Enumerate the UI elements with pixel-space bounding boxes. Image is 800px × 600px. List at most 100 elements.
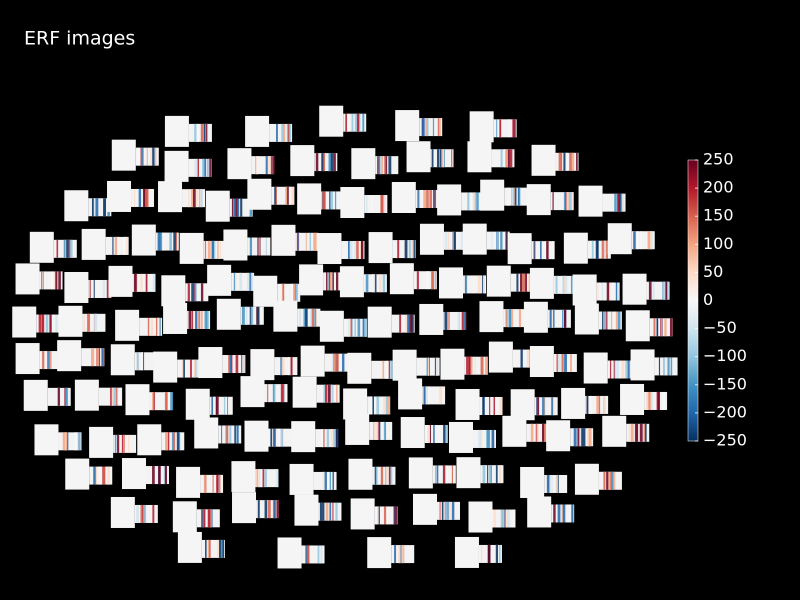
image-stripe — [357, 318, 361, 337]
sensor-tile — [291, 421, 339, 453]
image-stripe — [231, 355, 233, 374]
image-stripe — [445, 231, 448, 250]
image-stripe — [501, 509, 505, 528]
sensor-box — [164, 150, 189, 182]
image-stripe — [433, 271, 435, 290]
image-stripe — [91, 198, 94, 217]
image-stripe — [233, 198, 237, 217]
image-stripe — [542, 397, 545, 416]
image-stripe — [323, 429, 325, 448]
image-stripe — [425, 118, 428, 137]
image-stripe — [245, 306, 248, 325]
sensor-tile — [81, 228, 129, 260]
sensor-tile — [413, 493, 461, 525]
sensor-box — [400, 417, 425, 449]
image-stripe — [426, 189, 429, 208]
sensor-tile — [115, 309, 163, 341]
sensor-box — [223, 229, 248, 261]
sensor-tile — [198, 347, 246, 379]
sensor-tile — [223, 229, 271, 261]
image-stripe — [203, 123, 206, 142]
sensor-box — [479, 301, 504, 333]
image-stripe — [272, 156, 275, 175]
sensor-tile — [529, 267, 577, 299]
image-stripe — [114, 236, 118, 255]
image-stripe — [563, 192, 567, 211]
image-stripe — [212, 474, 214, 493]
image-stripe — [480, 356, 484, 375]
image-stripe — [136, 504, 138, 523]
image-stripe — [249, 272, 253, 291]
image-stripe — [164, 392, 168, 411]
sensor-tile — [607, 223, 655, 255]
sensor-box — [529, 346, 554, 378]
image-stripe — [221, 425, 223, 444]
sensor-tile — [480, 179, 528, 211]
sensor-tile — [176, 466, 224, 498]
image-stripe — [291, 283, 294, 302]
image-stripe — [385, 360, 389, 379]
image-stripe — [332, 471, 334, 490]
sensor-box — [395, 110, 420, 142]
image-stripe — [546, 241, 549, 260]
sensor-tile — [406, 141, 454, 173]
image-stripe — [383, 506, 387, 525]
image-stripe — [617, 282, 619, 301]
sensor-tile — [583, 352, 631, 384]
sensor-box — [244, 420, 269, 452]
sensor-box — [622, 273, 647, 305]
sensor-box — [12, 306, 37, 338]
image-stripe — [203, 158, 207, 177]
sensor-box — [502, 415, 527, 447]
image-stripe — [435, 465, 438, 484]
sensor-box — [216, 298, 241, 330]
image-stripe — [188, 283, 192, 302]
image-stripe — [562, 309, 564, 328]
image-stripe — [112, 236, 114, 255]
image-stripe — [563, 275, 566, 294]
colorbar-tick-label: 150 — [703, 206, 734, 225]
sensor-tile — [131, 224, 179, 256]
image-stripe — [195, 189, 199, 208]
sensor-tile — [527, 496, 575, 528]
sensor-tile — [185, 388, 233, 420]
image-stripe — [553, 309, 555, 328]
image-stripe — [500, 509, 504, 528]
image-stripe — [376, 396, 380, 415]
image-stripe — [409, 314, 413, 333]
sensor-tile — [419, 303, 467, 335]
sensor-tile — [531, 144, 579, 176]
image-stripe — [97, 348, 99, 367]
image-stripe — [591, 240, 594, 259]
image-stripe — [555, 275, 558, 294]
image-stripe — [93, 279, 95, 298]
sensor-box — [526, 184, 551, 216]
image-stripe — [625, 360, 628, 379]
image-stripe — [426, 118, 429, 137]
image-stripe — [313, 232, 315, 251]
image-stripe — [138, 188, 142, 207]
image-stripe — [117, 236, 120, 255]
sensor-box — [74, 379, 99, 411]
sensor-box — [408, 457, 433, 489]
sensor-tile — [351, 148, 399, 180]
image-stripe — [234, 425, 236, 444]
sensor-box — [413, 493, 438, 525]
image-stripe — [388, 466, 391, 485]
image-stripe — [577, 428, 580, 447]
image-stripe — [223, 396, 226, 415]
sensor-box — [299, 264, 324, 296]
image-stripe — [267, 156, 271, 175]
sensor-tile — [317, 233, 365, 265]
sensor-box — [15, 263, 40, 295]
image-stripe — [110, 387, 114, 406]
image-stripe — [309, 308, 312, 327]
image-stripe — [427, 386, 429, 405]
image-stripe — [276, 500, 280, 519]
image-stripe — [285, 186, 288, 205]
image-stripe — [384, 156, 387, 175]
image-stripe — [257, 500, 260, 519]
sensor-tile — [300, 345, 348, 377]
sensor-box — [294, 494, 319, 526]
sensor-box — [510, 389, 535, 421]
